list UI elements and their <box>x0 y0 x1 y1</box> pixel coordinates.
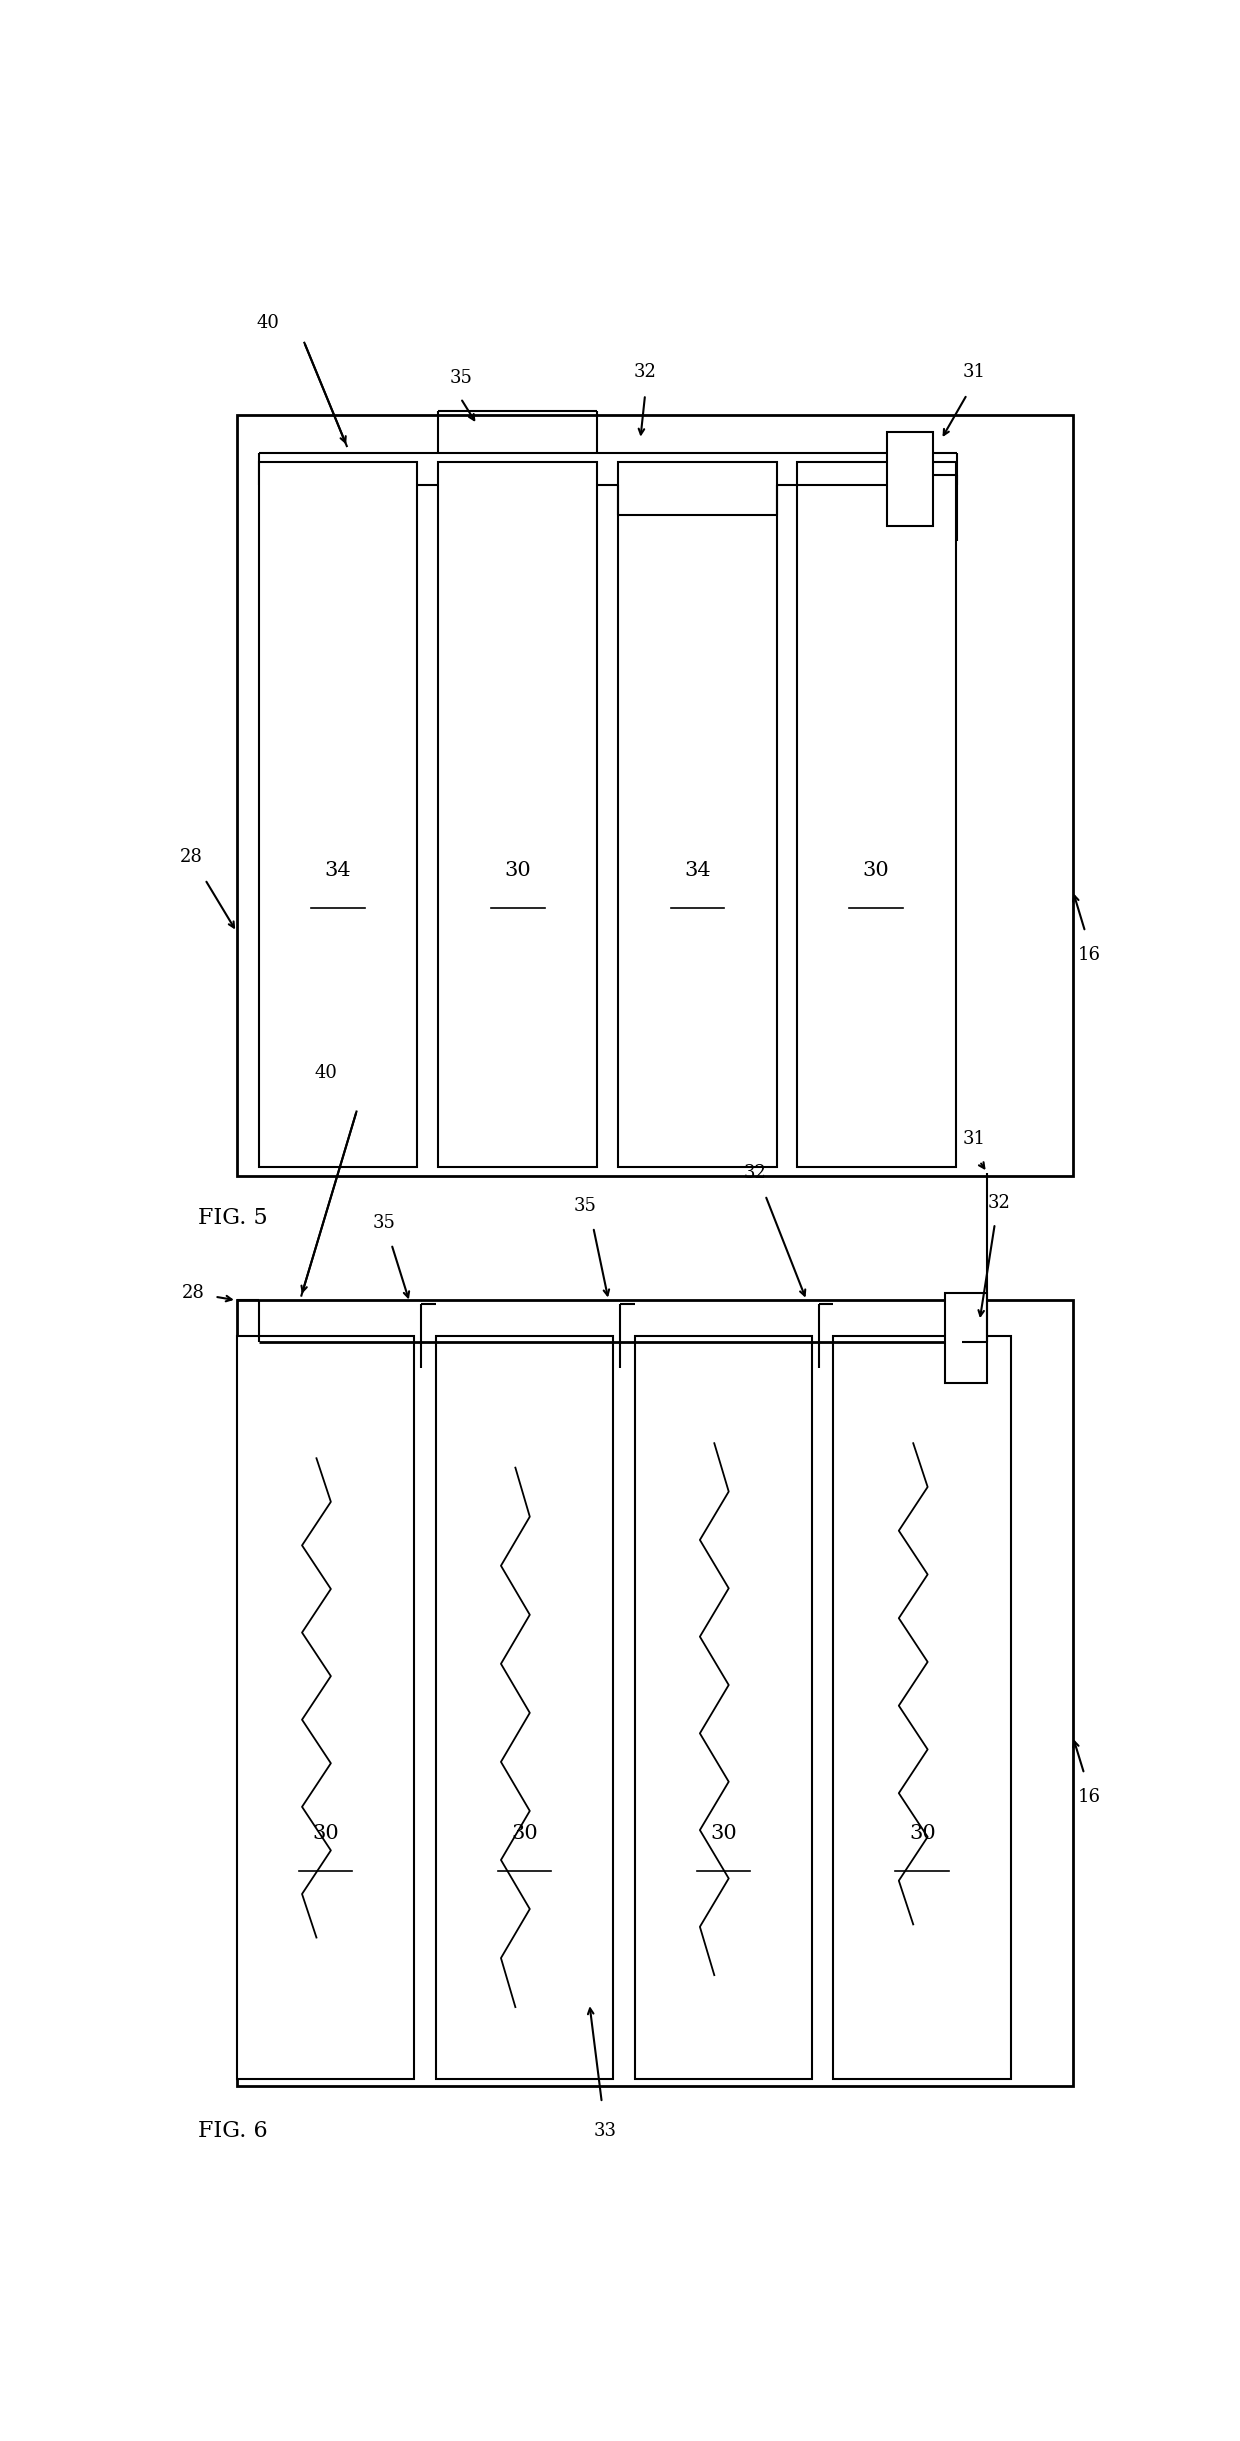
Text: 32: 32 <box>634 364 656 381</box>
Text: 33: 33 <box>593 2121 616 2141</box>
Text: 16: 16 <box>1078 945 1101 964</box>
Text: FIG. 6: FIG. 6 <box>198 2121 268 2143</box>
Text: 35: 35 <box>449 369 472 386</box>
Bar <box>797 461 956 1167</box>
Text: 28: 28 <box>180 847 203 867</box>
Text: 34: 34 <box>684 862 711 881</box>
Bar <box>237 1335 414 2080</box>
Bar <box>635 1335 812 2080</box>
Text: 30: 30 <box>312 1823 339 1843</box>
Text: 16: 16 <box>1078 1787 1101 1806</box>
Bar <box>833 1335 1012 2080</box>
Bar <box>619 461 776 1167</box>
Text: 34: 34 <box>325 862 351 881</box>
Text: 31: 31 <box>962 1130 986 1147</box>
Bar <box>439 461 596 1167</box>
Text: 30: 30 <box>909 1823 936 1843</box>
Bar <box>259 461 418 1167</box>
Bar <box>237 415 1073 1177</box>
Bar <box>435 1335 614 2080</box>
Text: 28: 28 <box>182 1284 205 1301</box>
Text: 30: 30 <box>711 1823 737 1843</box>
Bar <box>945 1294 987 1384</box>
Bar <box>888 432 934 525</box>
Bar <box>237 1301 1073 2087</box>
Text: 30: 30 <box>863 862 889 881</box>
Text: 32: 32 <box>743 1164 766 1181</box>
Text: FIG. 5: FIG. 5 <box>198 1206 268 1228</box>
Text: 30: 30 <box>511 1823 538 1843</box>
Text: 32: 32 <box>987 1194 1011 1211</box>
Text: 30: 30 <box>505 862 531 881</box>
Text: 35: 35 <box>574 1199 596 1216</box>
Text: 35: 35 <box>372 1213 396 1233</box>
Text: 31: 31 <box>962 364 986 381</box>
Text: 40: 40 <box>315 1064 337 1081</box>
Text: 40: 40 <box>257 315 280 332</box>
